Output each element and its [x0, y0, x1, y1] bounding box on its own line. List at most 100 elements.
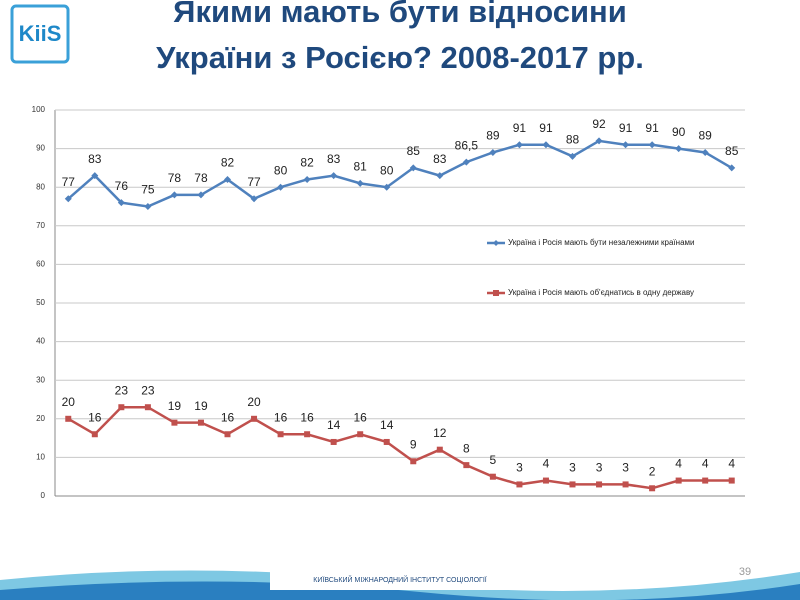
marker	[648, 141, 656, 149]
marker	[330, 172, 338, 180]
data-label: 16	[274, 410, 288, 424]
marker	[65, 415, 72, 422]
data-label: 86,5	[455, 138, 479, 152]
data-label: 78	[194, 171, 208, 185]
marker	[595, 137, 603, 145]
marker	[144, 404, 151, 411]
page-number: 39	[739, 566, 751, 578]
series-line	[67, 139, 733, 208]
data-label: 83	[88, 152, 102, 166]
data-label: 83	[433, 152, 447, 166]
data-label: 3	[516, 461, 523, 475]
data-label: 14	[380, 418, 394, 432]
marker	[197, 191, 205, 199]
marker	[251, 415, 258, 422]
legend-label-box: Україна і Росія мають об'єднатись в одну…	[508, 288, 694, 297]
data-label: 19	[168, 399, 182, 413]
marker	[649, 485, 656, 492]
marker	[250, 195, 258, 203]
data-label: 16	[221, 410, 235, 424]
marker	[277, 431, 284, 438]
marker	[462, 158, 470, 166]
marker	[596, 481, 603, 488]
data-label: 80	[274, 163, 288, 177]
data-label: 78	[168, 171, 182, 185]
y-tick-label: 30	[36, 375, 45, 384]
logo-frame	[10, 4, 70, 64]
data-label: 19	[194, 399, 208, 413]
marker	[383, 183, 391, 191]
data-label: 16	[354, 410, 368, 424]
marker	[383, 438, 390, 445]
marker	[542, 141, 550, 149]
data-label: 20	[62, 395, 76, 409]
data-label: 81	[354, 160, 368, 174]
data-label: 4	[675, 457, 682, 471]
data-label: 4	[728, 457, 735, 471]
marker	[144, 203, 152, 210]
logo: KiiS	[10, 4, 70, 64]
marker	[622, 141, 630, 149]
data-label: 82	[221, 156, 235, 170]
marker	[118, 404, 125, 411]
legend-label: Україна і Росія мають бути незалежними к…	[508, 238, 695, 247]
marker	[436, 446, 443, 453]
data-label: 23	[115, 383, 129, 397]
marker	[64, 195, 72, 203]
marker	[277, 183, 285, 191]
chart-title: Якими мають бути відносини	[173, 0, 627, 29]
marker	[224, 175, 231, 183]
data-label: 88	[566, 132, 580, 146]
data-label: 14	[327, 418, 341, 432]
y-tick-label: 90	[36, 144, 45, 153]
data-label: 76	[115, 179, 129, 193]
data-label: 20	[247, 395, 261, 409]
marker	[436, 172, 444, 180]
marker	[622, 481, 629, 488]
data-label: 77	[62, 175, 76, 189]
data-label: 85	[407, 144, 421, 158]
data-label: 91	[645, 121, 659, 135]
data-label: 90	[672, 125, 686, 139]
marker	[515, 141, 523, 149]
marker	[170, 191, 178, 199]
data-label: 91	[539, 121, 553, 135]
marker	[728, 164, 736, 172]
marker	[171, 419, 178, 426]
marker	[516, 481, 523, 488]
marker	[728, 477, 735, 484]
marker	[489, 473, 496, 480]
data-label: 77	[247, 175, 261, 189]
legend-marker	[493, 290, 499, 296]
footer-text: КИЇВСЬКИЙ МІЖНАРОДНИЙ ІНСТИТУТ СОЦІОЛОГІ…	[313, 575, 486, 584]
marker	[303, 175, 311, 183]
y-tick-label: 0	[41, 491, 46, 500]
footer-wave	[0, 581, 800, 600]
data-label: 89	[486, 129, 500, 143]
marker	[224, 431, 231, 438]
y-tick-label: 70	[36, 221, 45, 230]
marker	[356, 179, 364, 187]
data-label: 89	[699, 129, 713, 143]
data-label: 16	[300, 410, 314, 424]
marker	[117, 199, 125, 207]
marker	[489, 148, 497, 156]
y-tick-label: 20	[36, 414, 45, 423]
data-label: 2	[649, 464, 656, 478]
data-label: 8	[463, 441, 470, 455]
marker	[91, 172, 99, 180]
data-label: 16	[88, 410, 102, 424]
data-label: 4	[543, 457, 550, 471]
legend-marker	[493, 240, 499, 246]
data-label: 75	[141, 183, 155, 197]
marker	[675, 145, 683, 153]
marker	[330, 438, 337, 445]
data-label: 3	[596, 461, 603, 475]
marker	[91, 431, 98, 438]
y-tick-label: 40	[36, 337, 45, 346]
data-label: 9	[410, 437, 417, 451]
data-label: 23	[141, 383, 155, 397]
